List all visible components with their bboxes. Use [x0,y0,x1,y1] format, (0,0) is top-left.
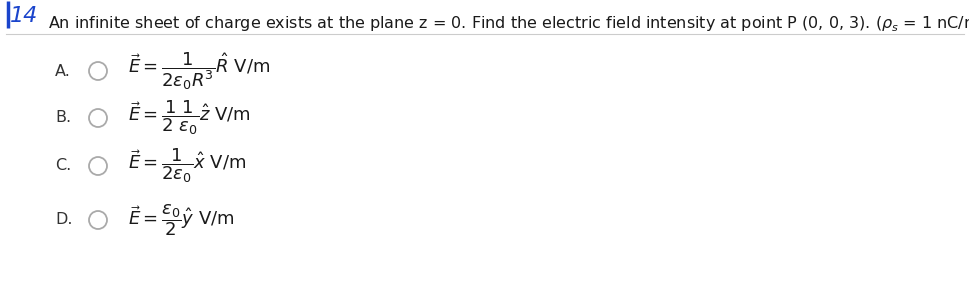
Text: $\vec{E} = \dfrac{1}{2\varepsilon_0}\hat{x}$ V/m: $\vec{E} = \dfrac{1}{2\varepsilon_0}\hat… [128,147,246,185]
Text: A.: A. [55,64,71,78]
Text: D.: D. [55,213,73,228]
Text: An infinite sheet of charge exists at the plane z = 0. Find the electric field i: An infinite sheet of charge exists at th… [47,12,969,34]
Text: $\vec{E} = \dfrac{1\ 1}{2\ \varepsilon_0}\hat{z}$ V/m: $\vec{E} = \dfrac{1\ 1}{2\ \varepsilon_0… [128,99,251,137]
Text: $\vec{E} = \dfrac{1}{2\varepsilon_0 R^3}\hat{R}$ V/m: $\vec{E} = \dfrac{1}{2\varepsilon_0 R^3}… [128,50,270,92]
Text: 14: 14 [10,6,38,26]
Text: $\vec{E} = \dfrac{\varepsilon_0}{2}\hat{y}$ V/m: $\vec{E} = \dfrac{\varepsilon_0}{2}\hat{… [128,202,234,238]
Text: C.: C. [55,158,71,173]
Text: B.: B. [55,110,71,126]
